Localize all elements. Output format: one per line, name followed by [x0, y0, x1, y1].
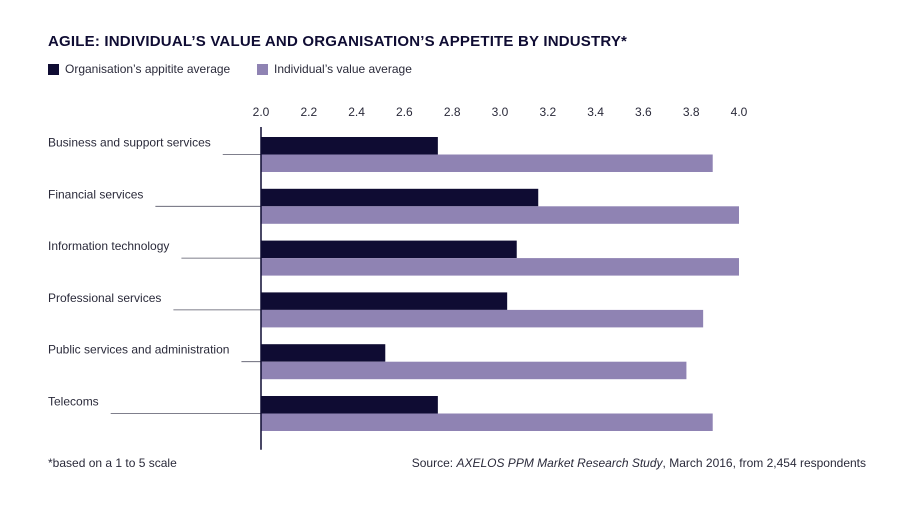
x-tick-label-1: 2.2: [300, 105, 317, 119]
bar-individual-5: [261, 413, 713, 431]
bar-organisation-5: [261, 396, 438, 414]
category-label-1: Financial services: [48, 187, 143, 201]
category-label-4: Public services and administration: [48, 343, 229, 357]
category-label-2: Information technology: [48, 239, 169, 253]
legend-label-individual: Individual’s value average: [274, 62, 412, 76]
legend-item-individual: Individual’s value average: [257, 62, 412, 76]
bar-organisation-4: [261, 344, 386, 362]
bar-individual-2: [261, 258, 739, 276]
x-tick-label-6: 3.2: [539, 105, 556, 119]
bar-organisation-1: [261, 188, 539, 207]
bar-organisation-0: [261, 137, 438, 155]
source-prefix: Source:: [411, 456, 457, 470]
x-tick-label-3: 2.6: [396, 105, 413, 119]
category-label-3: Professional services: [48, 291, 161, 305]
chart-title: AGILE: INDIVIDUAL’S VALUE AND ORGANISATI…: [48, 33, 628, 50]
legend-swatch-individual: [257, 63, 268, 75]
source-note: Source: AXELOS PPM Market Research Study…: [412, 456, 866, 470]
source-suffix: , March 2016, from 2,454 respondents: [662, 456, 866, 470]
source-study: AXELOS PPM Market Research Study: [456, 456, 663, 470]
category-label-5: Telecoms: [48, 395, 99, 409]
legend-item-organisation: Organisation’s appitite average: [48, 62, 230, 76]
category-label-0: Business and support services: [48, 136, 211, 150]
bar-individual-4: [261, 361, 687, 380]
x-tick-label-8: 3.6: [635, 105, 652, 119]
legend-label-organisation: Organisation’s appitite average: [65, 62, 231, 76]
x-tick-label-0: 2.0: [253, 105, 270, 119]
footnote: *based on a 1 to 5 scale: [48, 456, 177, 470]
bar-individual-3: [261, 309, 704, 328]
bar-organisation-2: [261, 240, 517, 259]
x-tick-label-7: 3.4: [587, 105, 604, 119]
bar-individual-1: [261, 206, 739, 224]
bar-individual-0: [261, 154, 713, 172]
x-tick-label-5: 3.0: [492, 105, 509, 119]
x-tick-label-2: 2.4: [348, 105, 365, 119]
x-tick-label-10: 4.0: [731, 105, 748, 119]
x-tick-label-4: 2.8: [444, 105, 461, 119]
legend-swatch-organisation: [48, 63, 59, 75]
bar-organisation-3: [261, 292, 508, 310]
x-tick-label-9: 3.8: [683, 105, 700, 119]
